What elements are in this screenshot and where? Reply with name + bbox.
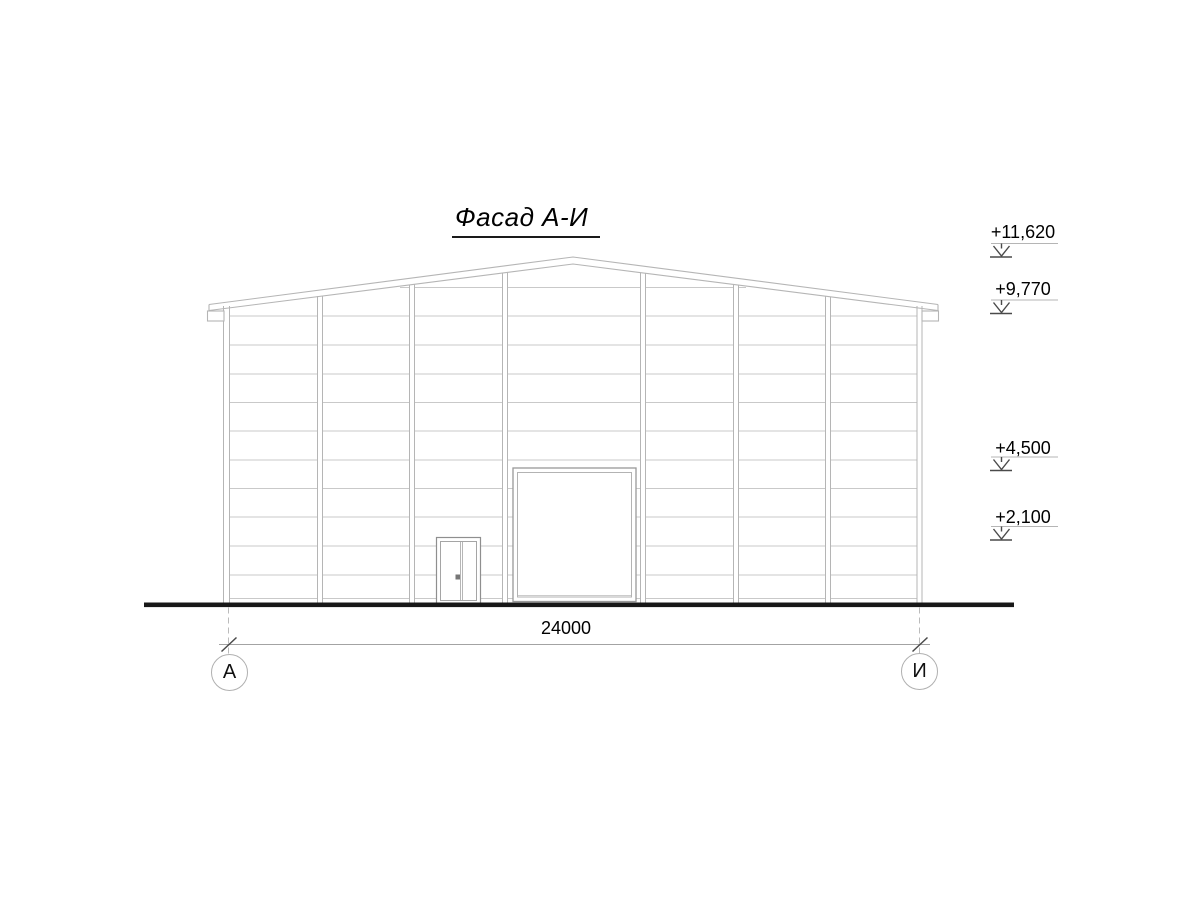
gate-door [512,467,637,603]
axis-bubble-a: А [211,654,248,691]
elevation-leader-lines [991,243,1058,527]
axis-letter-i: И [912,660,927,682]
elevation-label-4500: +4,500 [995,438,1051,458]
axis-extension-lines [228,607,920,655]
wall-edges [223,306,923,603]
door-handle [455,574,460,580]
entrance-door [435,536,482,605]
drawing-title: Фасад А-И [452,202,601,238]
elevation-label-9770: +9,770 [995,279,1051,299]
elevation-label-2100: +2,100 [995,507,1051,527]
elevation-mark-icons [990,243,1058,541]
dimension-line [219,636,930,653]
dimension-label: 24000 [540,618,592,638]
elevation-label-11620: +11,620 [990,222,1056,242]
ground-line [144,602,1014,608]
elevation-arrow-icon [990,243,1012,541]
axis-bubble-i: И [901,653,938,690]
column-lines [317,272,831,603]
axis-letter-a: А [222,661,237,683]
roof [206,256,940,322]
